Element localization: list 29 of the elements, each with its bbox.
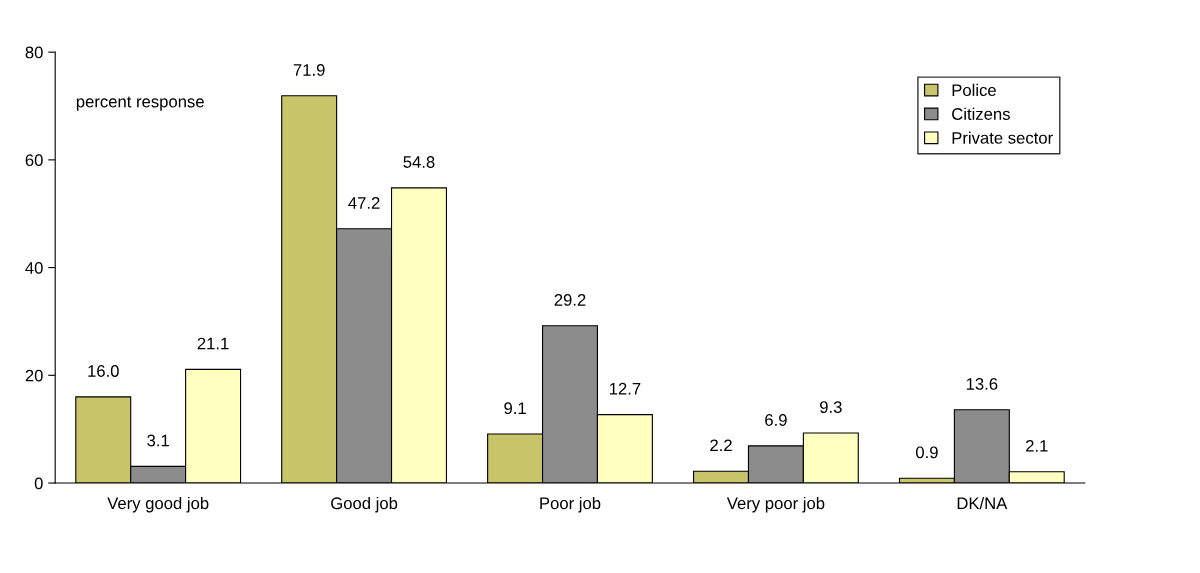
- data-label: 16.0: [88, 365, 119, 377]
- data-label: 47.2: [348, 197, 380, 209]
- x-tick-label: Very poor job: [726, 496, 825, 513]
- x-tick-label: DK/NA: [957, 496, 1008, 510]
- data-label: 71.9: [293, 64, 325, 76]
- x-tick-label: Very good job: [107, 496, 209, 513]
- y-tick-label: 20: [25, 369, 43, 382]
- legend-label: Police: [952, 83, 996, 97]
- data-label: 29.2: [554, 294, 586, 306]
- data-label: 6.9: [765, 414, 787, 426]
- data-label: 2.2: [710, 439, 732, 452]
- data-label: 13.6: [966, 378, 998, 390]
- y-tick-label: 80: [25, 46, 43, 59]
- data-label: 0.9: [916, 446, 938, 459]
- x-tick-label: Good job: [331, 496, 398, 513]
- legend-label: Citizens: [952, 107, 1010, 120]
- y-tick-label: 60: [25, 154, 43, 167]
- y-tick-label: 0: [34, 477, 43, 490]
- data-label: 54.8: [403, 156, 435, 168]
- annotation: percent response: [76, 96, 204, 111]
- y-tick-label: 40: [25, 261, 43, 274]
- data-label: 2.1: [1026, 439, 1048, 452]
- data-label: 9.3: [820, 401, 842, 413]
- data-label: 21.1: [197, 337, 229, 350]
- x-tick-label: Poor job: [540, 496, 601, 513]
- legend-label: Private sector: [952, 131, 1053, 144]
- data-label: 3.1: [147, 434, 169, 447]
- data-label: 12.7: [609, 382, 641, 395]
- data-label: 9.1: [504, 402, 526, 415]
